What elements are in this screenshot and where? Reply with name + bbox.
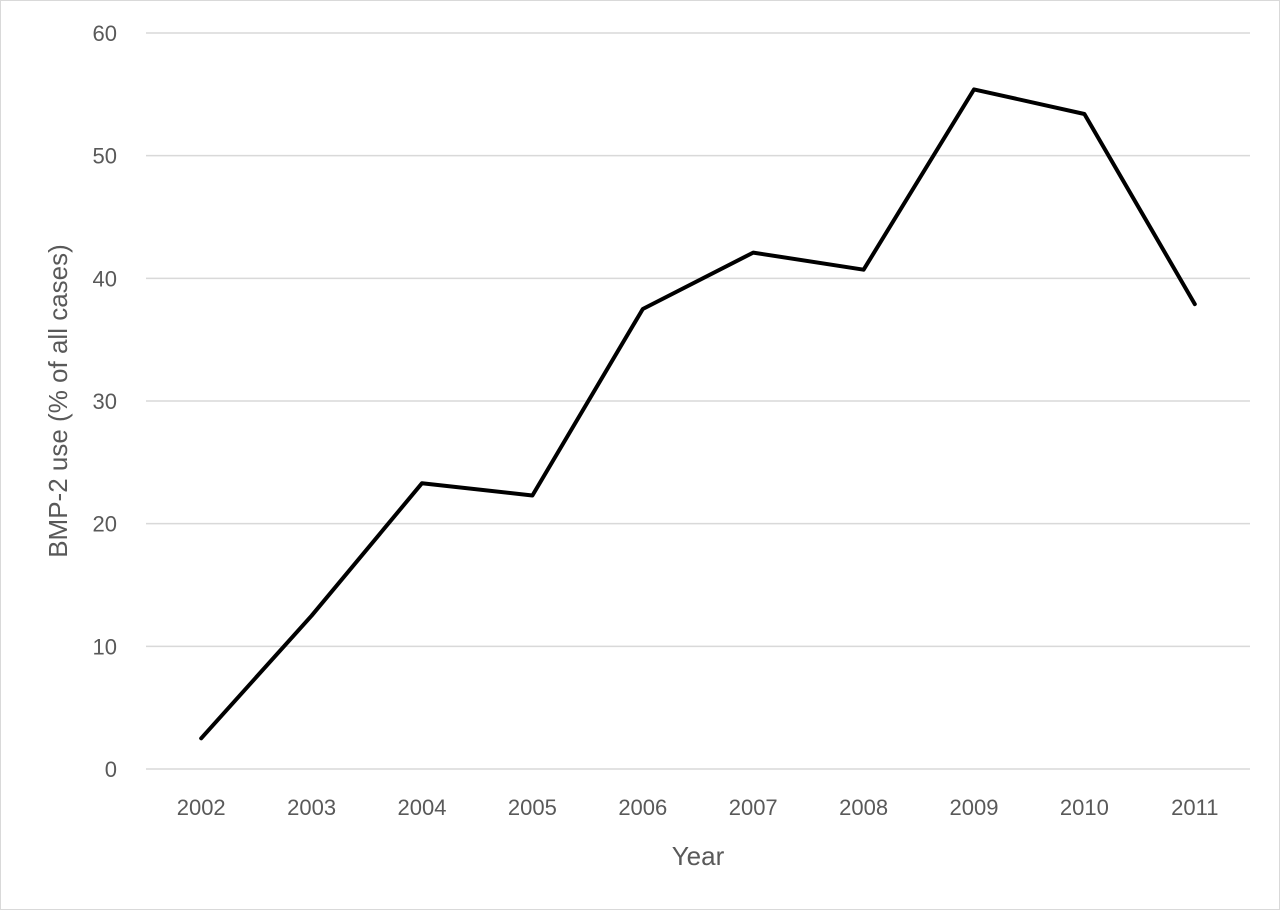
x-tick-label: 2011 [1171, 795, 1218, 820]
x-tick-label: 2002 [177, 795, 226, 820]
x-tick-label: 2010 [1060, 795, 1109, 820]
y-axis-ticks: 0 10 20 30 40 50 60 [93, 21, 117, 782]
x-tick-label: 2009 [950, 795, 999, 820]
x-tick-label: 2006 [618, 795, 667, 820]
x-axis-ticks: 2002 2003 2004 2005 2006 2007 2008 2009 2010 2011 [177, 795, 1219, 820]
y-tick-label: 60 [93, 21, 117, 46]
y-tick-label: 50 [93, 144, 117, 169]
series-layer [199, 87, 1197, 741]
x-axis-title: Year [672, 841, 725, 871]
y-tick-label: 20 [93, 512, 117, 537]
y-tick-label: 10 [93, 634, 117, 659]
y-tick-label: 40 [93, 266, 117, 291]
x-tick-label: 2004 [398, 795, 447, 820]
series-line [199, 87, 1197, 741]
y-tick-label: 0 [105, 757, 117, 782]
x-tick-label: 2007 [729, 795, 778, 820]
x-tick-label: 2008 [839, 795, 888, 820]
gridlines [146, 32, 1250, 770]
x-tick-label: 2005 [508, 795, 557, 820]
x-tick-label: 2003 [287, 795, 336, 820]
y-tick-label: 30 [93, 389, 117, 414]
y-axis-title: BMP-2 use (% of all cases) [43, 244, 73, 558]
